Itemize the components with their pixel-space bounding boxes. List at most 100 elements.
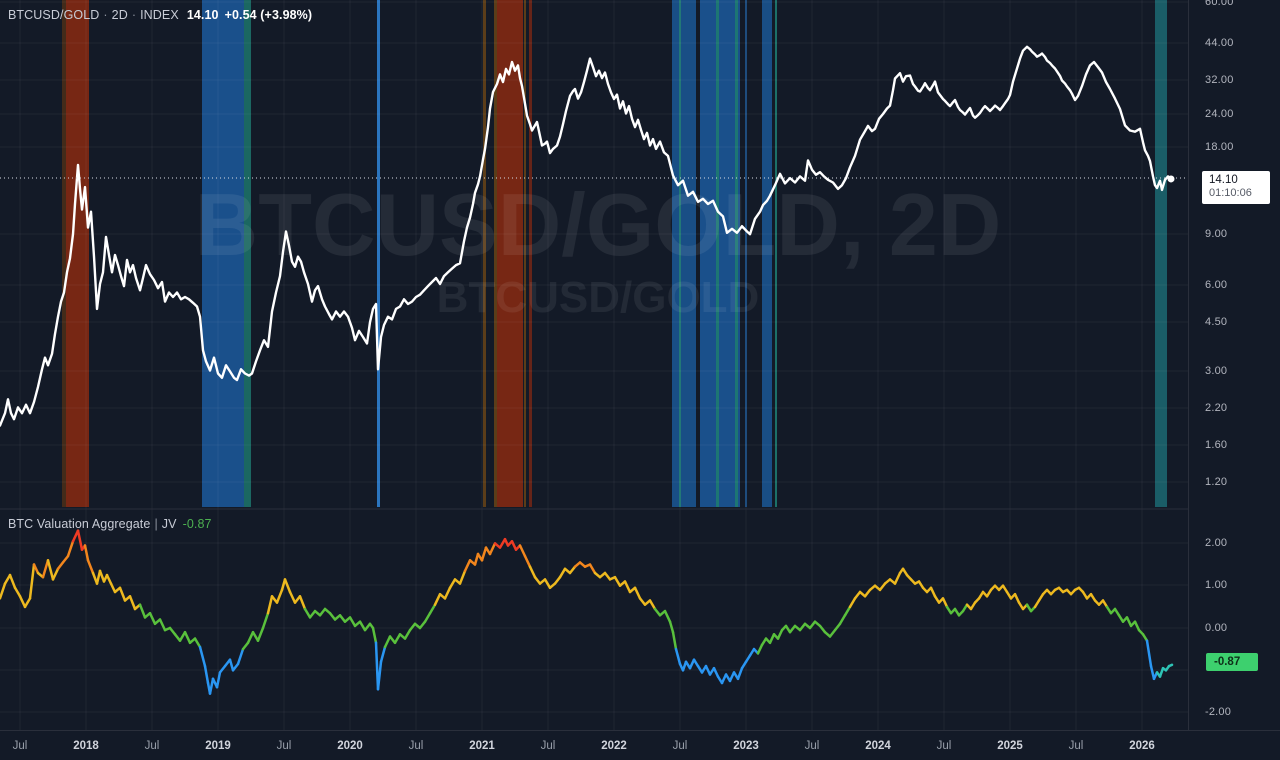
legend-separator: · [103, 8, 108, 22]
jv-series-segment [712, 666, 720, 678]
jv-series-segment [138, 603, 147, 619]
jv-series-segment [558, 567, 567, 579]
indicator-source: JV [161, 517, 177, 531]
last-price-marker [1167, 175, 1175, 183]
jv-series-segment [0, 582, 7, 600]
jv-series-segment [433, 592, 442, 606]
jv-series-segment [18, 595, 27, 609]
price-tick-label: 1.60 [1205, 439, 1228, 451]
jv-series-segment [613, 575, 622, 587]
jv-series-segment [985, 588, 993, 598]
price-tick-label: 44.00 [1205, 37, 1234, 49]
jv-series-segment [118, 586, 127, 602]
jv-series-segment [218, 664, 227, 674]
last-price-badge: 14.10 01:10:06 [1202, 171, 1270, 205]
price-tick-label: 1.20 [1205, 476, 1228, 488]
price-tick-label: 4.50 [1205, 316, 1228, 328]
symbol-legend[interactable]: BTCUSD/GOLD · 2D · INDEX 14.10 +0.54 (+3.98%) [8, 8, 312, 22]
jv-series-segment [51, 567, 60, 581]
jv-series-segment [808, 620, 817, 630]
timeframe-label: 2D [111, 8, 128, 22]
time-tick-label: 2019 [205, 739, 231, 752]
jv-series-segment [828, 628, 837, 638]
watermark-subtitle: BTCUSD/GOLD [437, 273, 760, 322]
jv-series-segment [178, 630, 187, 642]
jv-series-segment [448, 578, 457, 590]
jv-series-segment [32, 563, 40, 575]
session-band [679, 0, 681, 507]
price-change-value: +0.54 (+3.98%) [224, 8, 313, 22]
time-tick-label: Jul [1068, 739, 1084, 752]
chart-canvas[interactable]: BTCUSD/GOLD, 2D BTCUSD/GOLD [0, 0, 1188, 730]
jv-series-segment [756, 643, 764, 655]
jv-series-segment [528, 565, 537, 579]
legend-separator: | [154, 517, 158, 531]
jv-series-segment [720, 673, 728, 685]
time-axis[interactable]: Jul 2018 Jul 2019 Jul 2020 Jul 2021 Jul 2022 Jul 20… [0, 730, 1280, 760]
jv-series-segment [393, 633, 402, 645]
price-axis[interactable]: 60.00 44.00 32.00 24.00 18.00 9.00 6.00 4.50 3.0… [1188, 0, 1280, 730]
jv-series-segment [23, 597, 32, 609]
jv-series-segment [275, 588, 284, 604]
jv-series-segment [358, 620, 367, 632]
price-tick-label: -2.00 [1205, 706, 1232, 718]
jv-series-segment [109, 582, 117, 594]
time-tick-label: Jul [12, 739, 28, 752]
jv-series-segment [668, 620, 675, 634]
indicator-name: BTC Valuation Aggregate [8, 517, 151, 531]
jv-series-segment [638, 597, 647, 606]
indicator-legend[interactable]: BTC Valuation Aggregate | JV -0.87 [8, 517, 212, 531]
jv-series-segment [692, 658, 700, 668]
jv-series-segment [688, 658, 696, 670]
jv-series-segment [76, 529, 84, 551]
jv-series-segment [231, 662, 240, 672]
time-tick-label: 2022 [601, 739, 627, 752]
jv-series-segment [848, 597, 857, 609]
badge-price-text: 14.10 [1209, 174, 1238, 186]
jv-series-segment [236, 647, 245, 666]
jv-series-segment [423, 611, 432, 623]
jv-series-segment [13, 586, 22, 598]
jv-series-segment [66, 540, 75, 558]
jv-series-segment [1158, 666, 1165, 678]
jv-series-segment [288, 590, 297, 604]
time-tick-label: 2020 [337, 739, 363, 752]
time-tick-label: Jul [408, 739, 424, 752]
indicator-value: -0.87 [182, 517, 212, 531]
jv-series-segment [379, 645, 387, 664]
jv-series-segment [736, 666, 744, 681]
jv-series-segment [208, 677, 215, 695]
jv-series-segment [838, 614, 847, 626]
jv-series-segment [443, 586, 452, 600]
jv-series-segment [488, 542, 497, 556]
session-band [202, 0, 244, 507]
indicator-value-badge: -0.87 [1206, 653, 1258, 672]
time-tick-label: Jul [936, 739, 952, 752]
jv-series-segment [1149, 664, 1156, 681]
jv-series-segment [568, 565, 577, 575]
jv-series-segment [473, 552, 480, 566]
symbol-name: BTCUSD/GOLD [8, 8, 100, 22]
jv-series-segment [371, 626, 378, 645]
session-band [66, 0, 89, 507]
jv-series-segment [1013, 592, 1021, 604]
jv-series-segment [256, 626, 265, 642]
jv-series-segment [338, 614, 347, 623]
jv-series-segment [480, 546, 488, 562]
watermark-symbol: BTCUSD/GOLD, 2D [195, 175, 1002, 274]
legend-separator: · [131, 8, 137, 22]
jv-series-segment [588, 563, 597, 575]
jv-series-segment [203, 664, 210, 685]
price-tick-label: 9.00 [1205, 228, 1228, 240]
jv-series-segment [251, 630, 260, 642]
time-tick-label: Jul [540, 739, 556, 752]
jv-series-segment [198, 645, 207, 668]
time-tick-label: Jul [144, 739, 160, 752]
jv-series-segment [3, 573, 12, 585]
time-tick-label: 2026 [1129, 739, 1155, 752]
price-tick-label: 60.00 [1205, 0, 1234, 8]
jv-series-segment [148, 611, 157, 626]
jv-series-segment [603, 571, 612, 581]
jv-series-segment [266, 595, 274, 615]
